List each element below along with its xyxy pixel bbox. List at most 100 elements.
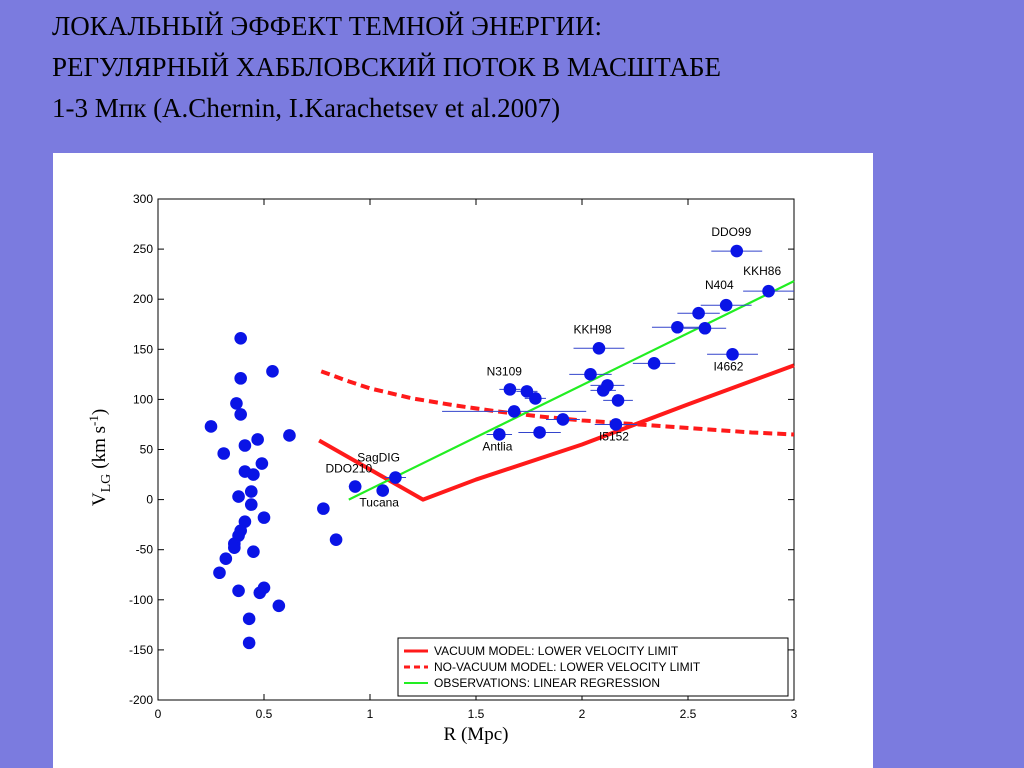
- slide-title: ЛОКАЛЬНЫЙ ЭФФЕКТ ТЕМНОЙ ЭНЕРГИИ: РЕГУЛЯР…: [52, 6, 1012, 129]
- data-point: [257, 511, 271, 524]
- legend-entry: OBSERVATIONS: LINEAR REGRESSION: [434, 676, 660, 690]
- y-axis-label-sub: LG: [99, 474, 114, 493]
- y-tick-label: -100: [129, 593, 153, 607]
- x-axis-label: R (Mpc): [444, 724, 509, 745]
- data-point: [556, 413, 570, 426]
- chart-figure: 0 0.5 1 1.5 2 2.5 3 300 250 200 150 100 50 0 -50 -100 -1…: [53, 153, 873, 768]
- data-point: [329, 533, 343, 546]
- y-tick-label: 0: [146, 493, 153, 507]
- point-label: I4662: [713, 359, 743, 373]
- y-tick-label: -200: [129, 693, 153, 707]
- data-point: [232, 490, 245, 503]
- point-label: DDO210: [325, 462, 372, 476]
- data-point: [266, 365, 279, 378]
- data-point: [247, 545, 260, 559]
- legend-entry: NO-VACUUM MODEL: LOWER VELOCITY LIMIT: [434, 660, 701, 674]
- title-line-2: РЕГУЛЯРНЫЙ ХАББЛОВСКИЙ ПОТОК В МАСШТАБЕ: [52, 52, 721, 82]
- x-tick-label: 1: [367, 707, 374, 721]
- data-point: [219, 552, 233, 566]
- plot-frame: [157, 198, 795, 701]
- y-axis-label-exp: -1: [86, 415, 101, 426]
- data-point: [584, 368, 597, 381]
- data-point: [389, 471, 402, 484]
- data-point: [376, 484, 390, 497]
- series-novacuum-line: [320, 369, 795, 437]
- series-vacuum-line: [318, 363, 795, 502]
- legend-entry: VACUUM MODEL: LOWER VELOCITY LIMIT: [434, 644, 679, 658]
- data-point: [213, 566, 226, 580]
- data-point: [611, 394, 625, 407]
- data-point: [726, 348, 739, 361]
- y-axis-label-unit: (km s: [89, 426, 110, 469]
- point-label: Tucana: [359, 496, 399, 510]
- x-tick-label: 2.5: [680, 707, 697, 721]
- data-point: [238, 439, 252, 452]
- point-label: KKH86: [743, 264, 781, 278]
- data-point: [507, 405, 521, 418]
- data-point: [529, 392, 542, 405]
- y-tick-label: 100: [133, 392, 153, 406]
- data-point: [251, 433, 264, 446]
- x-tick-label: 2: [579, 707, 586, 721]
- x-tick-label: 0.5: [256, 707, 273, 721]
- data-point: [255, 457, 269, 470]
- title-line-1: ЛОКАЛЬНЫЙ ЭФФЕКТ ТЕМНОЙ ЭНЕРГИИ:: [52, 11, 602, 41]
- data-point: [234, 408, 247, 421]
- point-label: KKH98: [574, 322, 612, 336]
- data-point: [228, 541, 241, 554]
- title-line-3: 1-3 Мпк (A.Chernin, I.Karachetsev et al.…: [52, 93, 561, 123]
- data-point: [601, 379, 614, 392]
- data-point: [244, 485, 258, 498]
- data-point: [698, 321, 712, 335]
- y-tick-label: 200: [133, 292, 153, 306]
- data-point: [232, 584, 245, 598]
- y-axis-label: VLG (km s-1): [86, 409, 114, 506]
- y-tick-label: 300: [133, 192, 153, 206]
- plot-layer: 0 0.5 1 1.5 2 2.5 3 300 250 200 150 100 50 0 -50 -100 -1…: [129, 192, 798, 721]
- data-point: [242, 612, 256, 626]
- data-point: [272, 599, 286, 613]
- data-point: [234, 331, 247, 345]
- data-point: [283, 429, 296, 442]
- data-point: [671, 320, 684, 334]
- data-point: [348, 480, 362, 493]
- legend-box: [397, 637, 789, 697]
- y-tick-label: 50: [140, 443, 154, 457]
- data-point: [247, 468, 260, 481]
- series-regression-line: [348, 280, 795, 501]
- y-tick-label: 250: [133, 242, 153, 256]
- data-point: [533, 426, 546, 439]
- point-label: SagDIG: [357, 451, 400, 465]
- point-label: N404: [705, 278, 734, 292]
- y-tick-label: 150: [133, 342, 153, 356]
- data-point: [244, 498, 258, 511]
- x-tick-label: 1.5: [468, 707, 485, 721]
- data-point: [317, 502, 330, 515]
- data-point: [234, 372, 247, 385]
- data-point: [730, 244, 744, 258]
- x-tick-label: 0: [155, 707, 162, 721]
- point-label: DDO99: [711, 225, 751, 239]
- data-point: [692, 306, 705, 320]
- data-point: [647, 357, 661, 370]
- chart-svg: 0 0.5 1 1.5 2 2.5 3 300 250 200 150 100 50 0 -50 -100 -1…: [86, 192, 798, 745]
- data-point: [217, 447, 231, 460]
- data-point: [520, 385, 534, 398]
- point-label: I5152: [599, 429, 629, 443]
- point-label: Antlia: [482, 440, 512, 454]
- x-tick-label: 3: [791, 707, 798, 721]
- data-point: [493, 428, 506, 441]
- data-point: [230, 397, 243, 410]
- data-point: [503, 383, 517, 396]
- data-point: [242, 636, 256, 650]
- data-point: [592, 341, 606, 355]
- y-tick-label: -150: [129, 643, 153, 657]
- data-point: [609, 418, 623, 431]
- point-label: N3109: [487, 364, 523, 378]
- y-tick-label: -50: [136, 543, 154, 557]
- data-point: [253, 586, 267, 600]
- y-axis-label-close: ): [89, 409, 110, 415]
- data-point: [762, 284, 775, 298]
- y-axis-label-main: V: [89, 492, 110, 506]
- data-point: [204, 420, 218, 433]
